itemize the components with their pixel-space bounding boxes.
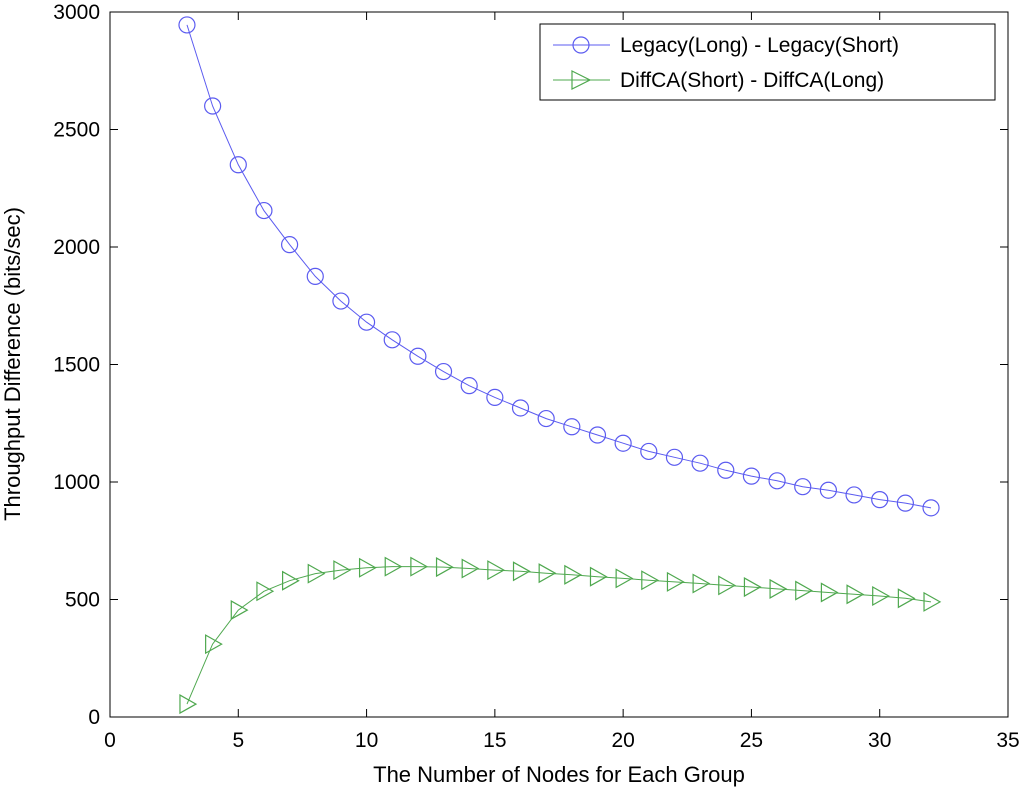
data-point — [205, 634, 223, 655]
data-point — [742, 467, 761, 485]
legend-label-diffca: DiffCA(Short) - DiffCA(Long) — [620, 69, 884, 92]
data-point — [768, 472, 786, 490]
data-point — [511, 399, 530, 417]
legend-marker-diffca — [571, 70, 592, 90]
y-tick-label: 1500 — [53, 354, 100, 377]
data-point — [282, 570, 300, 591]
y-axis-title: Throughput Difference (bits/sec) — [0, 207, 25, 521]
data-point — [794, 478, 812, 496]
data-point — [665, 448, 684, 466]
data-point — [357, 313, 376, 331]
x-axis: 0 5 10 15 20 25 30 35 — [104, 12, 1020, 752]
data-point — [410, 556, 429, 577]
data-point — [230, 600, 249, 621]
data-point — [819, 481, 838, 499]
data-point — [640, 442, 658, 461]
data-point — [229, 156, 247, 174]
data-point — [666, 571, 685, 592]
data-point — [409, 347, 427, 365]
data-point — [178, 16, 196, 34]
data-point — [692, 573, 711, 594]
series-line-1 — [186, 566, 932, 705]
data-point — [589, 566, 608, 587]
y-axis: 0 500 1000 1500 2000 2500 3000 — [53, 1, 1008, 729]
data-point — [923, 591, 942, 612]
data-point — [845, 486, 863, 504]
data-point — [255, 201, 273, 220]
y-tick-label: 3000 — [53, 1, 100, 24]
data-point — [383, 331, 401, 349]
data-point — [896, 494, 914, 512]
data-point — [563, 418, 581, 436]
x-tick-label: 5 — [232, 729, 244, 752]
data-point — [537, 409, 555, 428]
x-tick-label: 20 — [611, 729, 634, 752]
x-tick-label: 10 — [355, 729, 378, 752]
data-point — [614, 434, 632, 452]
data-point — [564, 564, 583, 585]
data-point — [871, 491, 889, 509]
data-point — [615, 568, 634, 589]
series-line-0 — [186, 24, 932, 509]
data-point — [846, 584, 865, 605]
data-point — [538, 563, 557, 584]
data-point — [486, 388, 504, 406]
y-tick-label: 1000 — [53, 471, 100, 494]
x-tick-label: 25 — [740, 729, 763, 752]
x-tick-label: 0 — [104, 729, 116, 752]
y-tick-label: 2500 — [53, 119, 100, 142]
data-point — [435, 557, 454, 578]
x-tick-label: 30 — [868, 729, 891, 752]
y-tick-label: 0 — [88, 706, 100, 729]
x-tick-label: 15 — [483, 729, 506, 752]
data-point — [384, 556, 403, 577]
data-point — [204, 97, 222, 115]
data-point — [256, 581, 275, 602]
data-point — [872, 585, 890, 607]
y-tick-label: 500 — [65, 589, 100, 612]
data-point — [820, 582, 839, 603]
data-point — [691, 454, 709, 472]
series-layer — [178, 16, 942, 715]
y-tick-label: 2000 — [53, 236, 100, 259]
legend-box — [539, 23, 996, 101]
data-point — [487, 560, 506, 581]
data-point — [332, 292, 350, 310]
data-point — [306, 267, 324, 285]
data-point — [307, 563, 326, 584]
data-point — [460, 377, 478, 395]
legend: Legacy(Long) - Legacy(Short) DiffCA(Shor… — [539, 23, 996, 101]
data-point — [743, 577, 762, 598]
data-point — [434, 362, 453, 381]
data-point — [179, 694, 198, 715]
data-point — [281, 236, 299, 254]
data-point — [897, 588, 916, 609]
data-point — [588, 426, 607, 444]
legend-marker-legacy — [572, 36, 590, 54]
data-point — [333, 560, 352, 581]
x-axis-title: The Number of Nodes for Each Group — [373, 762, 745, 787]
x-tick-label: 35 — [996, 729, 1019, 752]
data-point — [461, 558, 480, 579]
data-point — [795, 580, 813, 601]
data-point — [717, 461, 735, 479]
data-point — [358, 557, 377, 578]
legend-label-legacy: Legacy(Long) - Legacy(Short) — [620, 34, 899, 57]
data-point — [512, 561, 531, 582]
data-point — [641, 570, 660, 591]
plot-area — [109, 11, 1009, 718]
data-point — [922, 499, 940, 517]
data-point — [718, 575, 736, 596]
data-point — [769, 578, 788, 599]
